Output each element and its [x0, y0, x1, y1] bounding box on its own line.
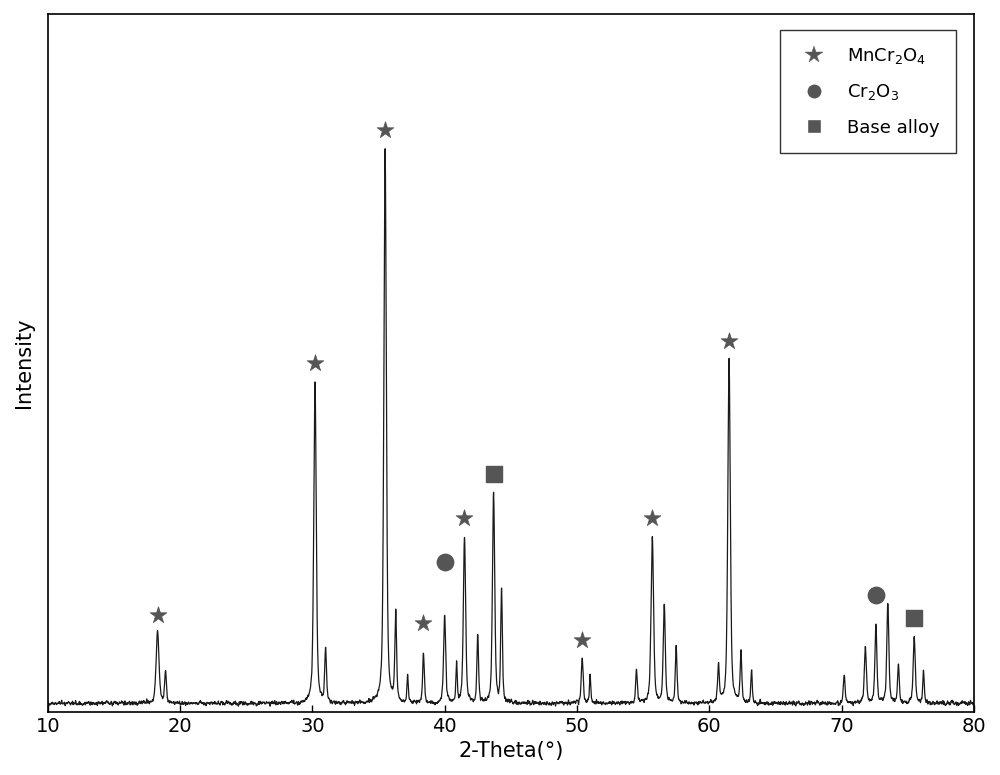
- Point: [721, 335, 737, 347]
- Point: [906, 611, 922, 624]
- Point: [437, 556, 453, 568]
- Point: [574, 633, 590, 646]
- Point: [456, 512, 472, 524]
- Y-axis label: Intensity: Intensity: [14, 318, 34, 408]
- Point: [644, 512, 660, 524]
- Point: [377, 124, 393, 136]
- X-axis label: 2-Theta(°): 2-Theta(°): [458, 741, 563, 761]
- Point: [150, 608, 166, 621]
- Point: [415, 617, 431, 629]
- Point: [307, 356, 323, 369]
- Legend: MnCr$_2$O$_4$, Cr$_2$O$_3$, Base alloy: MnCr$_2$O$_4$, Cr$_2$O$_3$, Base alloy: [780, 30, 956, 153]
- Point: [868, 589, 884, 601]
- Point: [486, 467, 502, 480]
